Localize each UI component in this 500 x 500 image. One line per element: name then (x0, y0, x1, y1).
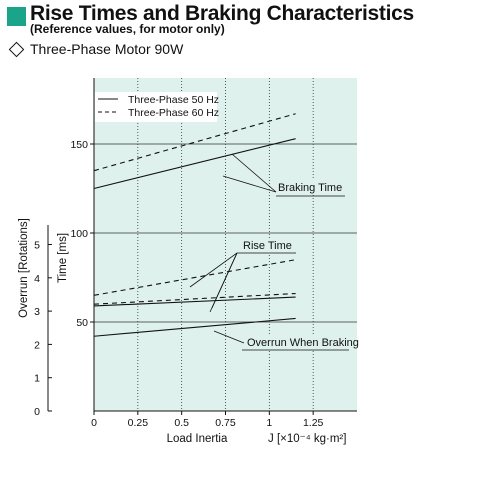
time-tick-label-1: 100 (70, 228, 88, 240)
time-tick-label-0: 50 (76, 317, 88, 329)
overrun-tick-label-1: 1 (34, 373, 40, 385)
legend: Three-Phase 50 Hz Three-Phase 60 Hz (95, 92, 219, 122)
series-line-4 (93, 292, 296, 305)
callout-braking-time: Braking Time (278, 182, 342, 194)
title-accent-square (7, 7, 26, 26)
series-line-5 (93, 317, 296, 337)
time-tick-label-2: 150 (70, 139, 88, 151)
callout-braking-leader-lower (222, 175, 277, 193)
x-tick-label-2: 0.5 (174, 417, 189, 429)
motor-label: Three-Phase Motor 90W (30, 41, 184, 57)
x-axis-title: Load Inertia (167, 433, 228, 445)
legend-background (95, 92, 217, 122)
motor-row: Three-Phase Motor 90W (8, 40, 184, 58)
x-tick-label-4: 1 (266, 417, 272, 429)
x-axis-unit: J [×10⁻⁴ kg·m²] (268, 433, 346, 445)
page-subtitle: (Reference values, for motor only) (30, 22, 225, 36)
callout-rise-bg (241, 238, 297, 253)
overrun-tick-label-3: 3 (34, 306, 40, 318)
callout-braking-bg (276, 178, 346, 195)
series-line-3 (93, 259, 296, 296)
overrun-tick-label-2: 2 (34, 339, 40, 351)
overrun-tick-label-5: 5 (34, 240, 40, 252)
series-line-1 (93, 113, 296, 172)
time-axis-title: Time [ms] (57, 233, 69, 283)
callout-overrun-leader (213, 330, 245, 344)
x-tick-label-0: 0 (91, 417, 97, 429)
series-line-0 (93, 138, 296, 190)
page-title: Rise Times and Braking Characteristics (30, 2, 414, 25)
callout-overrun-bg (244, 334, 350, 350)
series-line-2 (93, 296, 296, 307)
callout-rise-leader-3 (209, 252, 238, 313)
callout-overrun-when-braking: Overrun When Braking (247, 337, 359, 349)
callout-rise-time: Rise Time (243, 240, 292, 252)
overrun-tick-label-4: 4 (34, 273, 40, 285)
x-tick-label-3: 0.75 (215, 417, 236, 429)
grid-lines (94, 78, 357, 411)
legend-label-50hz: Three-Phase 50 Hz (128, 94, 219, 106)
legend-label-60hz: Three-Phase 60 Hz (128, 107, 219, 119)
x-tick-label-5: 1.25 (303, 417, 324, 429)
callout-rise-leader-1 (189, 252, 238, 288)
x-tick-label-1: 0.25 (128, 417, 149, 429)
callouts: Braking Time Rise Time Overrun When Brak… (189, 153, 359, 351)
overrun-tick-label-0: 0 (34, 406, 40, 418)
callout-braking-leader-upper (231, 153, 277, 193)
plot-background (94, 78, 357, 411)
series-lines (93, 113, 296, 337)
overrun-axis-title: Overrun [Rotations] (18, 218, 30, 318)
axes: 0 0.25 0.5 0.75 1 1.25 50 100 150 0 1 2 3 4 5 (34, 78, 357, 429)
